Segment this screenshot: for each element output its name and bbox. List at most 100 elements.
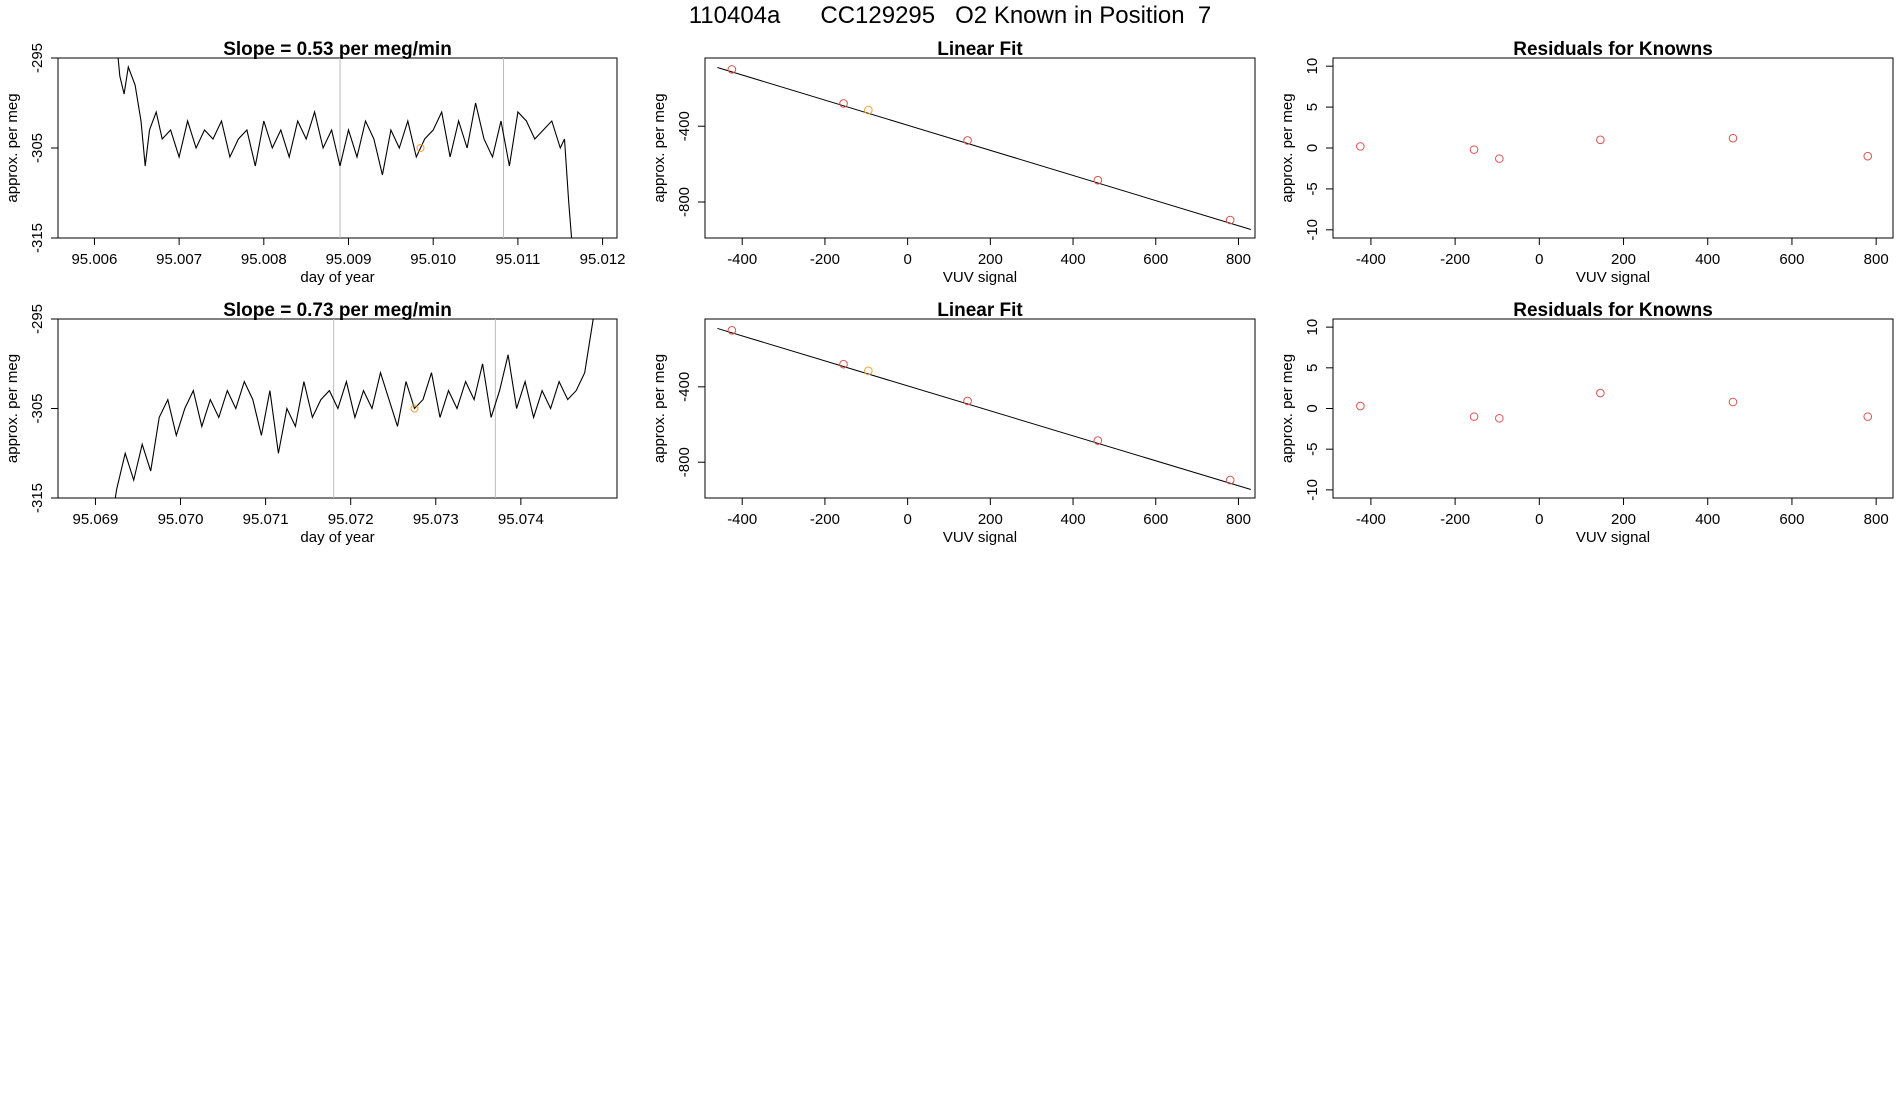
x-axis-label: VUV signal [943, 269, 1017, 286]
data-layer [717, 65, 1252, 230]
x-tick-label: -400 [727, 511, 757, 528]
x-tick-label: 0 [903, 251, 911, 268]
y-axis-label: approx. per meg [1279, 93, 1296, 202]
x-axis-label: day of year [300, 529, 374, 546]
x-tick-label: 95.069 [72, 511, 118, 528]
y-tick-label: -315 [29, 223, 46, 253]
x-tick-label: 800 [1864, 511, 1889, 528]
data-point [963, 396, 972, 406]
plot-frame [704, 318, 1256, 499]
y-tick-label: -295 [29, 304, 46, 334]
x-tick-label: 0 [1535, 511, 1543, 528]
fit-line [717, 327, 1252, 490]
highlight-point [416, 144, 425, 152]
data-point [727, 326, 737, 335]
data-point [1863, 151, 1873, 161]
x-tick-label: 800 [1226, 251, 1251, 268]
y-tick-label: -800 [676, 187, 693, 217]
panel-ts1: Slope = 0.53 per meg/min 95.006 95.007 95.0… [4, 39, 626, 286]
x-tick-label: 600 [1143, 511, 1168, 528]
x-axis-label: VUV signal [1576, 269, 1650, 286]
x-tick-label: 200 [978, 251, 1003, 268]
x-tick-label: -200 [1440, 511, 1470, 528]
plot-frame [704, 57, 1256, 239]
y-tick-label: 5 [1304, 103, 1321, 111]
data-point [963, 136, 972, 145]
y-tick-label: -400 [676, 111, 693, 141]
y-tick-label: 10 [1304, 319, 1321, 336]
y-tick-label: -10 [1304, 479, 1321, 501]
series-line [114, 319, 594, 498]
data-point [1093, 175, 1103, 185]
data-point [1469, 412, 1479, 421]
panel-title: Residuals for Knowns [1513, 300, 1713, 321]
x-tick-label: 95.070 [158, 511, 204, 528]
x-tick-label: 800 [1226, 511, 1251, 528]
y-tick-label: 10 [1304, 58, 1321, 75]
x-tick-label: 400 [1061, 511, 1086, 528]
x-tick-label: 95.073 [413, 511, 459, 528]
figure-title: 110404a CC129295 O2 Known in Position 7 [688, 2, 1212, 29]
data-point [1225, 475, 1235, 485]
x-tick-label: 95.010 [410, 251, 456, 268]
y-tick-label: -800 [676, 447, 693, 477]
x-tick-label: 400 [1695, 511, 1720, 528]
x-tick-label: -400 [727, 251, 757, 268]
data-point [1596, 135, 1605, 145]
data-layer [717, 326, 1252, 490]
x-tick-label: 600 [1779, 251, 1804, 268]
x-tick-label: -400 [1356, 251, 1386, 268]
plot-frame [1332, 318, 1894, 499]
data-point [839, 359, 848, 369]
highlight-point [864, 105, 873, 115]
data-point [1596, 388, 1605, 398]
panel-title: Linear Fit [937, 39, 1023, 60]
y-axis-label: approx. per meg [1279, 354, 1296, 463]
data-point [1356, 401, 1365, 411]
series-line [117, 58, 573, 238]
y-tick-label: 5 [1304, 364, 1321, 372]
highlight-point [864, 366, 873, 376]
x-tick-label: 95.006 [71, 251, 117, 268]
data-point [839, 99, 848, 108]
x-axis-label: VUV signal [1576, 529, 1650, 546]
y-tick-label: -305 [29, 133, 46, 163]
y-tick-label: -400 [676, 372, 693, 402]
x-tick-label: 200 [978, 511, 1003, 528]
x-tick-label: -200 [810, 251, 840, 268]
x-tick-label: 200 [1611, 251, 1636, 268]
panel-fit1: Linear Fit -400 -200 0 200 400 600 800 -800 -400 V… [651, 39, 1256, 286]
x-tick-label: -200 [810, 511, 840, 528]
y-tick-label: -305 [29, 393, 46, 423]
y-axis-label: approx. per meg [4, 93, 21, 202]
panel-res1: Residuals for Knowns -400 -200 0 200 400 600 80… [1279, 39, 1894, 286]
x-tick-label: 95.008 [241, 251, 287, 268]
y-tick-label: -5 [1304, 182, 1321, 195]
data-layer [117, 58, 573, 238]
x-tick-label: 200 [1611, 511, 1636, 528]
x-tick-label: 600 [1779, 511, 1804, 528]
data-point [1093, 436, 1103, 445]
x-tick-label: 95.009 [326, 251, 372, 268]
x-tick-label: 95.007 [156, 251, 202, 268]
y-tick-label: -295 [29, 43, 46, 73]
x-tick-label: 400 [1061, 251, 1086, 268]
plot-frame [1332, 57, 1894, 239]
y-tick-label: -315 [29, 483, 46, 513]
panel-ts2: Slope = 0.73 per meg/min 95.069 95.070 95.0… [4, 300, 618, 546]
x-tick-label: 95.071 [243, 511, 289, 528]
x-tick-label: 95.074 [498, 511, 544, 528]
x-tick-label: 0 [903, 511, 911, 528]
data-layer [1356, 388, 1873, 423]
plot-frame [57, 57, 618, 239]
x-tick-label: -200 [1440, 251, 1470, 268]
x-tick-label: 400 [1695, 251, 1720, 268]
x-tick-label: 95.011 [496, 251, 541, 268]
data-point [1225, 215, 1235, 225]
x-tick-label: -400 [1356, 511, 1386, 528]
data-point [1469, 145, 1479, 154]
data-point [1356, 142, 1365, 151]
fit-line [717, 66, 1252, 230]
x-axis-label: VUV signal [943, 529, 1017, 546]
data-point [1495, 154, 1504, 163]
